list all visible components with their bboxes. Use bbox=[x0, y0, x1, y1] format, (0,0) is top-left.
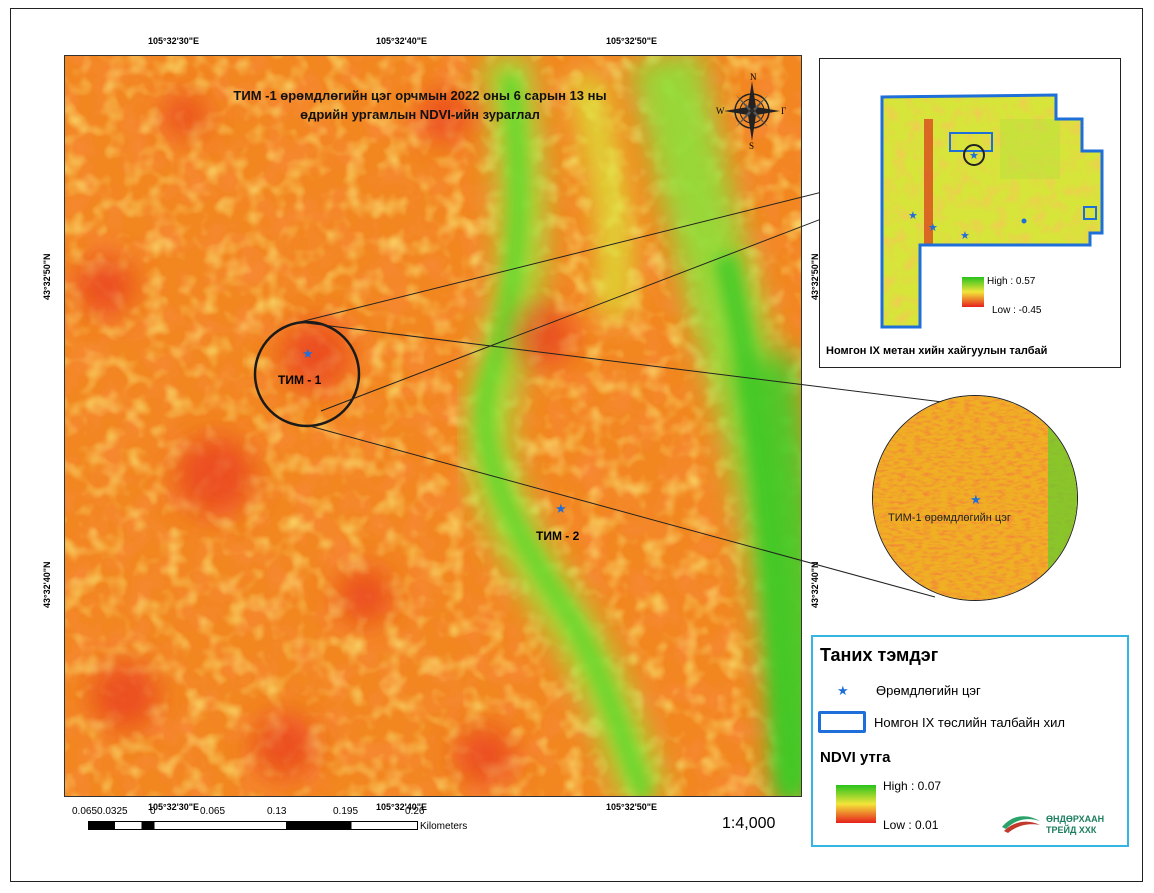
zoom-circle[interactable] bbox=[872, 395, 1078, 601]
scalebar-label-3: 0.13 bbox=[267, 806, 287, 817]
compass-e: Г bbox=[781, 106, 786, 116]
legend-ndvi-title: NDVI утга bbox=[820, 749, 891, 766]
scalebar-label-1: 0 bbox=[150, 806, 156, 817]
tim2-label: ТИМ - 2 bbox=[536, 529, 580, 543]
ndvi-map[interactable] bbox=[64, 55, 802, 797]
top-coord-3: 105°32'50"E bbox=[606, 36, 658, 46]
map-title-line1: ТИМ -1 өрөмдлөгийн цэг орчмын 2022 оны 6… bbox=[233, 88, 607, 103]
right-coord-1: 43°32'50"N bbox=[810, 253, 820, 300]
inset-caption: Номгон IX метан хийн хайгуулын талбай bbox=[826, 345, 1048, 357]
inset-legend-low: Low : -0.45 bbox=[992, 305, 1042, 316]
top-coord-1: 105°32'30"E bbox=[148, 36, 200, 46]
tim2-marker-icon[interactable]: ★ bbox=[555, 501, 567, 516]
legend-title: Таних тэмдэг bbox=[820, 645, 939, 665]
legend-boundary-label: Номгон IX төслийн талбайн хил bbox=[874, 715, 1065, 730]
scalebar-label-0: 0.0650.0325 bbox=[72, 806, 128, 817]
company-logo-text: ӨНДӨРХААН ТРЕЙД ХХК bbox=[1046, 814, 1104, 836]
legend-drill-point-label: Өрөмдлөгийн цэг bbox=[876, 683, 981, 698]
inset-legend-high: High : 0.57 bbox=[987, 276, 1036, 287]
north-arrow-icon: N S W Г bbox=[716, 73, 786, 149]
bottom-coord-2: 105°32'40"E bbox=[376, 802, 428, 812]
tim1-highlight-circle bbox=[253, 320, 361, 428]
map-frame bbox=[10, 8, 1143, 882]
svg-text:★: ★ bbox=[908, 210, 918, 222]
company-logo-line1: ӨНДӨРХААН bbox=[1046, 814, 1105, 824]
compass-s: S bbox=[749, 141, 754, 149]
legend-ndvi-ramp bbox=[836, 785, 876, 823]
scalebar-label-2: 0.065 bbox=[200, 806, 226, 817]
legend-ndvi-low: Low : 0.01 bbox=[883, 818, 939, 832]
svg-text:★: ★ bbox=[960, 230, 970, 242]
legend-ndvi-high: High : 0.07 bbox=[883, 779, 942, 793]
map-title-line2: өдрийн ургамлын NDVI-ийн зураглал bbox=[300, 107, 540, 122]
scalebar-label-5: 0.26 bbox=[405, 806, 425, 817]
scalebar-label-4: 0.195 bbox=[333, 806, 359, 817]
zoom-label: ТИМ-1 өрөмдлөгийн цэг bbox=[888, 512, 1011, 524]
bottom-coord-3: 105°32'50"E bbox=[606, 802, 658, 812]
svg-text:★: ★ bbox=[969, 150, 979, 162]
compass-w: W bbox=[716, 106, 725, 116]
legend-drill-point-icon: ★ bbox=[837, 683, 849, 698]
legend-boundary-swatch bbox=[818, 711, 866, 733]
tim1-marker-icon[interactable]: ★ bbox=[302, 346, 314, 361]
scale-ratio: 1:4,000 bbox=[722, 815, 776, 832]
compass-n: N bbox=[750, 73, 757, 82]
top-coord-2: 105°32'40"E bbox=[376, 36, 428, 46]
company-logo-line2: ТРЕЙД ХХК bbox=[1046, 825, 1097, 835]
inset-map[interactable]: ★ ★ ★ ★ bbox=[819, 58, 1121, 368]
map-title: ТИМ -1 өрөмдлөгийн цэг орчмын 2022 оны 6… bbox=[150, 86, 690, 124]
zoom-raster bbox=[873, 396, 1077, 600]
company-logo-icon bbox=[1002, 816, 1040, 833]
scalebar-unit: Kilometers bbox=[420, 821, 468, 832]
zoom-marker-icon: ★ bbox=[970, 492, 982, 507]
svg-text:★: ★ bbox=[928, 222, 938, 234]
bottom-coord-1: 105°32'30"E bbox=[148, 802, 200, 812]
scale-bar bbox=[88, 821, 418, 830]
ndvi-raster bbox=[65, 56, 801, 796]
inset-raster: ★ ★ ★ ★ bbox=[880, 93, 1104, 329]
tim1-label: ТИМ - 1 bbox=[278, 373, 322, 387]
